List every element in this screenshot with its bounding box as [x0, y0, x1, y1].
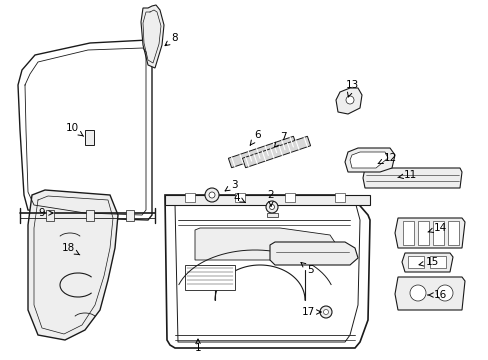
Polygon shape: [394, 218, 464, 248]
Text: 12: 12: [377, 153, 396, 163]
Text: 18: 18: [61, 243, 80, 255]
Bar: [402, 221, 413, 245]
Polygon shape: [86, 210, 94, 221]
Text: 3: 3: [224, 180, 237, 191]
Polygon shape: [126, 210, 134, 221]
Text: 11: 11: [397, 170, 416, 180]
Text: 16: 16: [427, 290, 446, 300]
Polygon shape: [195, 228, 339, 260]
Circle shape: [346, 96, 353, 104]
Polygon shape: [242, 136, 310, 168]
Polygon shape: [228, 136, 296, 168]
Polygon shape: [164, 195, 369, 205]
Circle shape: [265, 201, 278, 213]
Bar: [429, 256, 445, 268]
Text: 2: 2: [267, 190, 274, 206]
Circle shape: [409, 285, 425, 301]
Polygon shape: [184, 265, 235, 290]
Text: 9: 9: [39, 208, 53, 218]
Polygon shape: [394, 277, 464, 310]
Polygon shape: [266, 213, 278, 217]
Polygon shape: [18, 40, 152, 220]
Circle shape: [436, 285, 452, 301]
Text: 6: 6: [250, 130, 261, 145]
Text: 13: 13: [345, 80, 358, 97]
Polygon shape: [334, 193, 345, 202]
Polygon shape: [362, 168, 461, 188]
Polygon shape: [335, 88, 361, 114]
Text: 8: 8: [165, 33, 178, 46]
Bar: [407, 256, 423, 268]
Polygon shape: [85, 130, 94, 145]
Polygon shape: [141, 5, 163, 68]
Text: 10: 10: [65, 123, 83, 136]
Circle shape: [204, 188, 219, 202]
Text: 7: 7: [274, 132, 286, 147]
Bar: [447, 221, 458, 245]
Text: 5: 5: [300, 262, 313, 275]
Polygon shape: [184, 193, 195, 202]
Text: 1: 1: [194, 339, 201, 353]
Circle shape: [323, 310, 328, 315]
Polygon shape: [46, 210, 54, 221]
Polygon shape: [345, 148, 394, 172]
Polygon shape: [235, 193, 244, 202]
Polygon shape: [28, 190, 118, 340]
Bar: [417, 221, 428, 245]
Circle shape: [269, 204, 274, 210]
Polygon shape: [269, 242, 357, 265]
Polygon shape: [164, 195, 369, 348]
Polygon shape: [285, 193, 294, 202]
Polygon shape: [401, 253, 452, 272]
Bar: [432, 221, 443, 245]
Polygon shape: [349, 152, 387, 168]
Circle shape: [208, 192, 215, 198]
Circle shape: [319, 306, 331, 318]
Text: 4: 4: [233, 193, 245, 203]
Text: 17: 17: [301, 307, 320, 317]
Text: 15: 15: [418, 257, 438, 267]
Text: 14: 14: [427, 223, 446, 233]
